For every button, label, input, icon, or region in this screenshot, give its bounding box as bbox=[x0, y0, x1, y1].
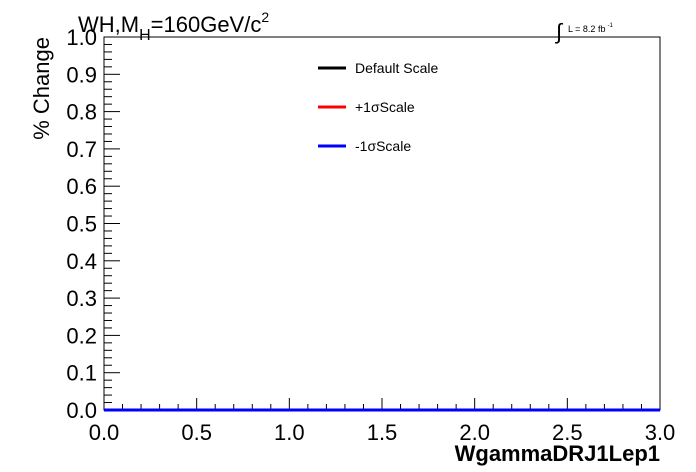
x-tick-label: 2.5 bbox=[552, 420, 583, 445]
x-tick-label: 1.0 bbox=[274, 420, 305, 445]
legend: Default Scale +1σScale -1σScale bbox=[318, 60, 438, 154]
x-tick-label: 1.5 bbox=[367, 420, 398, 445]
integral-symbol: ∫ bbox=[554, 19, 564, 44]
y-tick-label: 0.5 bbox=[66, 212, 97, 237]
y-tick-label: 0.8 bbox=[66, 100, 97, 125]
chart-title: WH,MH=160GeV/c2 bbox=[78, 9, 269, 44]
y-tick-label: 0.6 bbox=[66, 174, 97, 199]
luminosity-label: L = 8.2 fb -1 bbox=[568, 23, 613, 34]
x-tick-label: 0.5 bbox=[181, 420, 212, 445]
y-tick-label: 0.2 bbox=[66, 323, 97, 348]
x-axis-label: WgammaDRJ1Lep1 bbox=[455, 441, 660, 466]
y-tick-label: 0.1 bbox=[66, 361, 97, 386]
x-tick-label: 0.0 bbox=[89, 420, 120, 445]
legend-label: +1σScale bbox=[355, 99, 415, 115]
legend-label: Default Scale bbox=[355, 60, 438, 76]
y-tick-label: 1.0 bbox=[66, 25, 97, 50]
y-tick-label: 0.9 bbox=[66, 62, 97, 87]
y-tick-label: 0.0 bbox=[66, 398, 97, 423]
y-tick-label: 0.4 bbox=[66, 249, 97, 274]
x-axis-tick-labels: 0.0 0.5 1.0 1.5 2.0 2.5 3.0 bbox=[89, 420, 676, 445]
y-tick-label: 0.3 bbox=[66, 286, 97, 311]
plot-frame bbox=[103, 36, 661, 411]
x-tick-label: 2.0 bbox=[459, 420, 490, 445]
y-axis-ticks bbox=[104, 36, 120, 411]
x-tick-label: 3.0 bbox=[645, 420, 676, 445]
y-axis-label: % Change bbox=[29, 37, 54, 140]
legend-label: -1σScale bbox=[355, 138, 411, 154]
y-tick-label: 0.7 bbox=[66, 137, 97, 162]
y-axis-tick-labels: 0.0 0.1 0.2 0.3 0.4 0.5 0.6 0.7 0.8 0.9 1.0 bbox=[66, 25, 97, 423]
